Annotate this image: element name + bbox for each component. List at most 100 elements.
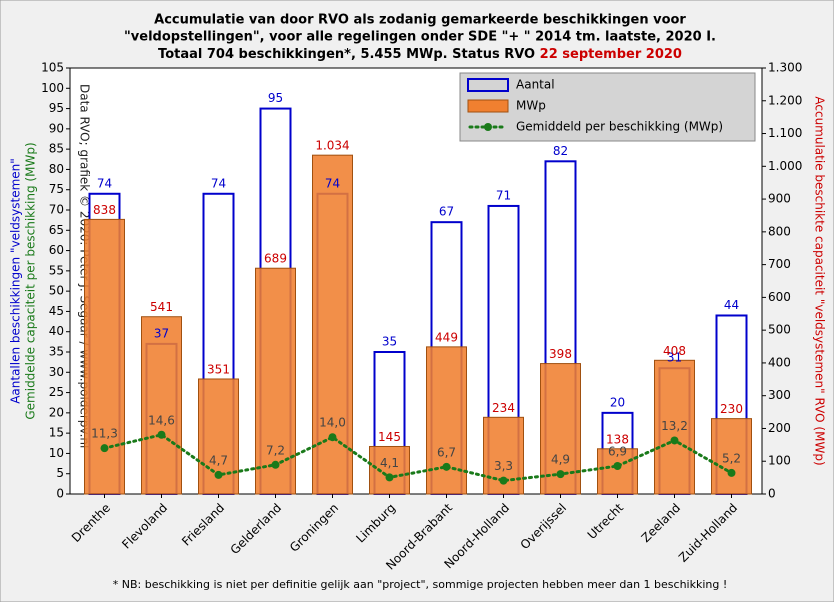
y-tick-label: 50	[49, 284, 64, 298]
y2-axis-label: Accumulatie beschikte capaciteit "veldsy…	[813, 96, 827, 465]
y2-tick-label: 0	[768, 487, 776, 501]
y-axis-label: Aantallen beschikkingen "veldsystemen"	[9, 158, 23, 404]
footnote: * NB: beschikking is niet per definitie …	[113, 578, 728, 591]
data-label: 6,7	[437, 445, 456, 459]
line	[103, 433, 733, 483]
data-label: 230	[720, 402, 743, 416]
y-tick-label: 85	[49, 142, 64, 156]
y-tick-label: 70	[49, 203, 64, 217]
point	[499, 476, 508, 485]
y-tick-label: 15	[49, 426, 64, 440]
legend-swatch	[467, 99, 509, 113]
data-label: 689	[264, 252, 287, 266]
data-label: 6,9	[608, 445, 627, 459]
y2-tick-label: 1.000	[768, 159, 802, 173]
data-label: 35	[382, 335, 397, 349]
point	[271, 460, 280, 469]
data-label: 4,1	[380, 456, 399, 470]
data-label: 541	[150, 300, 173, 314]
legend	[459, 72, 756, 142]
y-tick-label: 65	[49, 223, 64, 237]
y2-tick-label: 1.100	[768, 126, 802, 140]
data-label: 408	[663, 344, 686, 358]
y-tick-label: 10	[49, 446, 64, 460]
bar	[426, 346, 467, 495]
y2-tick-label: 600	[768, 290, 791, 304]
bar	[141, 316, 182, 495]
point	[442, 462, 451, 471]
y2-tick-label: 500	[768, 323, 791, 337]
data-label: 138	[606, 432, 629, 446]
legend-label: Gemiddeld per beschikking (MWp)	[516, 120, 723, 134]
point	[556, 470, 565, 479]
data-label: 44	[724, 298, 739, 312]
data-label: 145	[378, 430, 401, 444]
data-label: 449	[435, 330, 458, 344]
point	[157, 430, 166, 439]
data-label: 5,2	[722, 451, 741, 465]
data-label: 31	[667, 351, 682, 365]
bar	[711, 418, 752, 495]
y-tick-label: 100	[41, 81, 64, 95]
y-tick-label: 75	[49, 182, 64, 196]
point	[100, 444, 109, 453]
bar	[369, 445, 410, 495]
chart-title: Accumulatie van door RVO als zodanig gem…	[154, 13, 686, 28]
data-label: 351	[207, 362, 230, 376]
point	[214, 470, 223, 479]
y-tick-label: 0	[56, 487, 64, 501]
chart-title: "veldopstellingen", voor alle regelingen…	[124, 30, 716, 45]
data-label: 74	[325, 176, 340, 190]
data-label: 37	[154, 326, 169, 340]
y-tick-label: 60	[49, 243, 64, 257]
data-label: 14,6	[148, 413, 175, 427]
legend-label: MWp	[516, 99, 546, 113]
point	[727, 468, 736, 477]
data-label: 71	[496, 188, 511, 202]
y-tick-label: 80	[49, 162, 64, 176]
data-label: 3,3	[494, 459, 513, 473]
legend-label: Aantal	[516, 78, 555, 92]
y2-tick-label: 700	[768, 257, 791, 271]
y2-tick-label: 200	[768, 421, 791, 435]
data-label: 11,3	[91, 427, 118, 441]
y-tick-label: 30	[49, 365, 64, 379]
y2-tick-label: 1.200	[768, 93, 802, 107]
title-text: Totaal 704 beschikkingen*, 5.455 MWp. St…	[158, 47, 535, 62]
bar	[654, 359, 695, 495]
data-label: 7,2	[266, 443, 285, 457]
point	[385, 473, 394, 482]
y2-tick-label: 100	[768, 454, 791, 468]
y2-tick-label: 1.300	[768, 61, 802, 75]
data-label: 4,9	[551, 453, 570, 467]
data-label: 74	[97, 176, 112, 190]
point	[328, 433, 337, 442]
data-label: 82	[553, 144, 568, 158]
y2-tick-label: 900	[768, 192, 791, 206]
y-axis-label: Gemiddelde capaciteit per beschikking (M…	[24, 142, 38, 419]
y2-tick-label: 800	[768, 224, 791, 238]
data-label: 20	[610, 395, 625, 409]
data-label: 398	[549, 347, 572, 361]
legend-swatch	[484, 123, 492, 131]
data-label: 838	[93, 203, 116, 217]
point	[670, 436, 679, 445]
chart-title: Totaal 704 beschikkingen*, 5.455 MWp. St…	[158, 47, 682, 62]
y-tick-label: 45	[49, 304, 64, 318]
y2-tick-label: 300	[768, 388, 791, 402]
y-tick-label: 25	[49, 385, 64, 399]
data-label: 4,7	[209, 453, 228, 467]
data-label: 14,0	[319, 416, 346, 430]
data-label: 67	[439, 205, 454, 219]
data-label: 95	[268, 91, 283, 105]
bar	[84, 218, 125, 495]
y-tick-label: 105	[41, 61, 64, 75]
y-tick-label: 95	[49, 101, 64, 115]
data-label: 13,2	[661, 419, 688, 433]
y-tick-label: 40	[49, 324, 64, 338]
bar	[255, 267, 296, 495]
y-tick-label: 5	[56, 466, 64, 480]
y-tick-label: 35	[49, 345, 64, 359]
point	[613, 462, 622, 471]
